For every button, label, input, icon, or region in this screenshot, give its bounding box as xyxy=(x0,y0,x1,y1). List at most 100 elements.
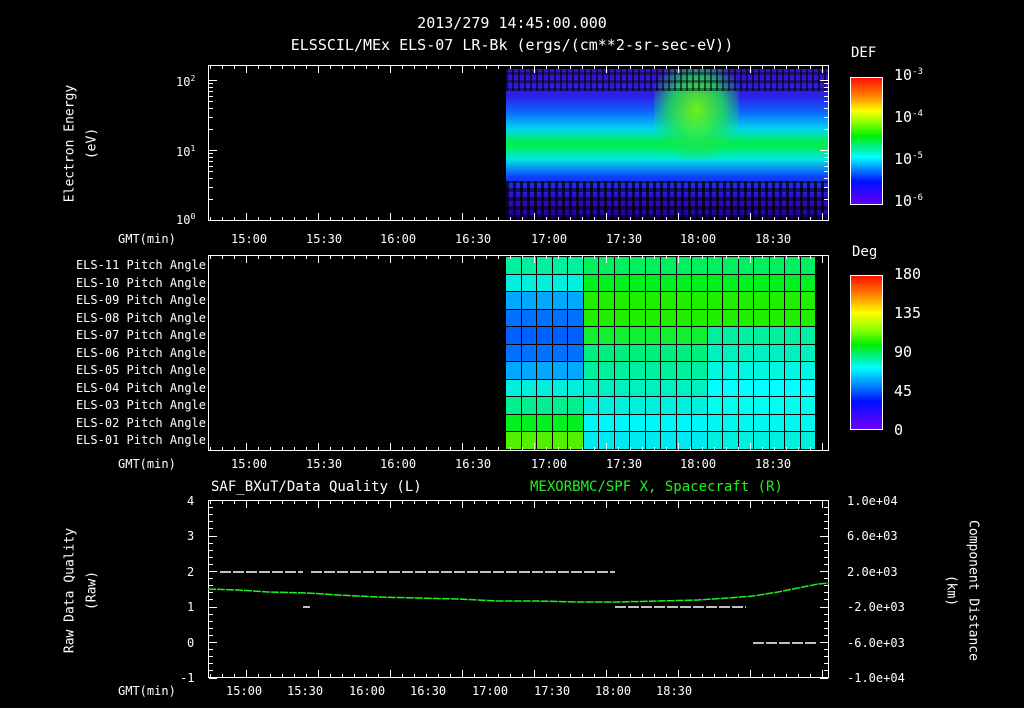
tick-mark xyxy=(209,507,213,509)
tick-mark xyxy=(582,500,583,504)
tick-mark xyxy=(594,447,595,451)
pitch-angle-cell xyxy=(785,362,801,380)
pitch-angle-cell xyxy=(723,309,739,328)
tick-mark xyxy=(306,65,307,69)
tick-mark xyxy=(246,213,247,221)
pitch-angle-cell xyxy=(769,292,785,310)
row-label-els-04: ELS-04 Pitch Angle xyxy=(75,380,206,395)
pitch-angle-cell xyxy=(661,379,677,398)
pitch-angle-cell xyxy=(692,274,708,293)
pitch-angle-cell xyxy=(506,292,522,310)
tick-mark xyxy=(510,65,511,69)
pitch-angle-cell xyxy=(785,257,801,275)
pitch-angle-cell xyxy=(738,274,754,293)
pitch-angle-cell xyxy=(769,257,785,275)
def-colorbar-label: 10-5 xyxy=(894,150,923,168)
tick-mark xyxy=(534,500,535,508)
distance-ylabel: Component Distance xyxy=(965,520,981,661)
pitch-angle-cell xyxy=(614,257,630,275)
tick-mark xyxy=(824,670,828,672)
pitch-angle-cell xyxy=(800,274,816,293)
tick-mark xyxy=(318,670,319,678)
pitch-angle-cell xyxy=(630,362,646,380)
tick-mark xyxy=(390,670,391,678)
tick-mark xyxy=(546,674,547,678)
pitch-xtick: 17:00 xyxy=(531,457,568,471)
row-label-els-06: ELS-06 Pitch Angle xyxy=(75,345,206,360)
tick-mark xyxy=(222,65,223,69)
tick-mark xyxy=(474,65,475,69)
pitch-angle-cell xyxy=(521,362,537,380)
tick-mark xyxy=(810,65,811,69)
pitch-angle-cell xyxy=(630,344,646,363)
tick-mark xyxy=(209,80,217,81)
pitch-angle-cell xyxy=(568,414,584,433)
pitch-angle-cell xyxy=(661,414,677,433)
quality-ytick: 3 xyxy=(187,529,195,543)
pitch-angle-cell xyxy=(568,292,584,310)
tick-mark xyxy=(234,255,235,259)
pitch-angle-cell xyxy=(738,309,754,328)
pitch-angle-cell xyxy=(614,327,630,345)
pitch-angle-cell xyxy=(552,432,568,450)
tick-mark xyxy=(209,634,213,636)
tick-mark xyxy=(654,217,655,221)
tick-mark xyxy=(258,217,259,221)
pitch-angle-cell xyxy=(537,344,553,363)
tick-mark xyxy=(330,217,331,221)
pitch-angle-cell xyxy=(583,362,599,380)
energy-xtick: 15:30 xyxy=(306,232,343,246)
tick-mark xyxy=(654,255,655,259)
tick-mark xyxy=(462,255,463,263)
tick-mark xyxy=(402,255,403,259)
pitch-angle-cell xyxy=(769,309,785,328)
pitch-angle-cell xyxy=(661,397,677,415)
tick-mark xyxy=(209,606,217,608)
tick-mark xyxy=(824,128,828,130)
tick-mark xyxy=(209,656,213,658)
pitch-angle-cell xyxy=(521,292,537,310)
pitch-angle-cell xyxy=(645,379,661,398)
tick-mark xyxy=(522,255,523,259)
tick-mark xyxy=(209,86,213,88)
quality-xtick: 18:30 xyxy=(656,684,693,698)
pitch-angle-cell xyxy=(568,274,584,293)
tick-mark xyxy=(209,549,213,551)
pitch-angle-cell xyxy=(661,257,677,275)
tick-mark xyxy=(438,217,439,221)
tick-mark xyxy=(824,156,828,158)
tick-mark xyxy=(209,128,213,130)
pitch-angle-cell xyxy=(723,362,739,380)
pitch-angle-cell xyxy=(769,344,785,363)
tick-mark xyxy=(824,634,828,636)
pitch-angle-cell xyxy=(738,432,754,450)
pitch-angle-cell xyxy=(645,397,661,415)
pitch-angle-cell xyxy=(599,379,615,398)
pitch-angle-cell xyxy=(599,274,615,293)
pitch-angle-cell xyxy=(552,414,568,433)
tick-mark xyxy=(824,90,828,92)
pitch-angle-cell xyxy=(537,257,553,275)
quality-ytick: 4 xyxy=(187,494,195,508)
quality-xtick: 16:00 xyxy=(349,684,386,698)
quality-xaxis-label: GMT(min) xyxy=(118,684,176,698)
distance-ylabel-unit: (km) xyxy=(943,574,959,607)
tick-mark xyxy=(738,217,739,221)
pitch-angle-cell xyxy=(614,397,630,415)
tick-mark xyxy=(366,674,367,678)
tick-mark xyxy=(209,95,213,97)
tick-mark xyxy=(642,255,643,259)
tick-mark xyxy=(762,500,763,504)
tick-mark xyxy=(594,255,595,259)
tick-mark xyxy=(426,500,427,504)
pitch-angle-cell xyxy=(754,379,770,398)
tick-mark xyxy=(498,674,499,678)
pitch-angle-cell xyxy=(707,327,723,345)
pitch-angle-cell xyxy=(630,414,646,433)
tick-mark xyxy=(534,443,535,451)
tick-mark xyxy=(498,447,499,451)
pitch-angle-cell xyxy=(738,397,754,415)
pitch-angle-cell xyxy=(692,309,708,328)
tick-mark xyxy=(209,578,213,580)
tick-mark xyxy=(438,447,439,451)
